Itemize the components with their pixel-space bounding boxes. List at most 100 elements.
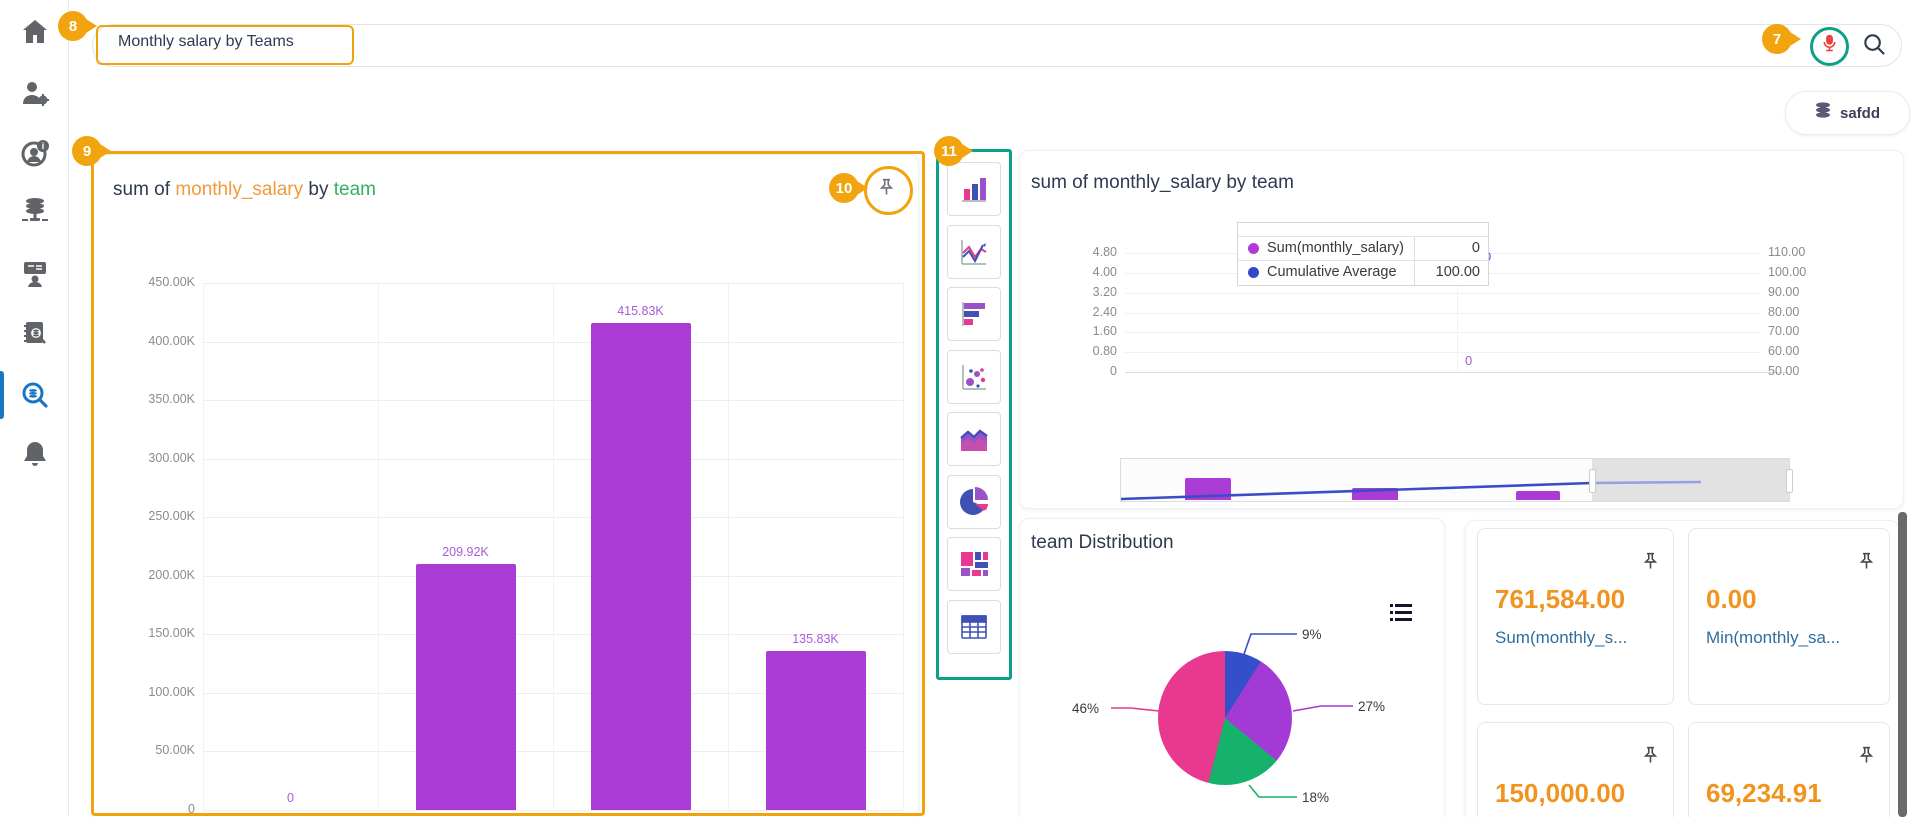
main-chart-bar-value: 135.83K <box>792 632 839 646</box>
chart-type-treemap[interactable] <box>947 537 1001 591</box>
combo-chart-right-tick: 80.00 <box>1768 304 1800 319</box>
main-chart-y-tick: 350.00K <box>148 392 195 407</box>
navigator-selection[interactable] <box>1592 459 1789 501</box>
pie-chart[interactable] <box>1158 651 1292 785</box>
main-chart-gridline <box>203 810 903 811</box>
navigator-handle-right[interactable] <box>1786 469 1793 493</box>
combo-chart-gridline <box>1125 332 1760 334</box>
annotation-ring-pin <box>864 166 913 215</box>
main-chart-y-tick: 200.00K <box>148 567 195 582</box>
search-input-value[interactable]: Monthly salary by Teams <box>118 33 294 50</box>
home-icon[interactable] <box>20 17 50 47</box>
legend-value-cumavg: 100.00 <box>1435 264 1480 280</box>
legend-dot-sum <box>1248 242 1259 254</box>
annotation-badge-11: 11 <box>934 136 973 166</box>
navigator-trend-line <box>1121 480 1702 501</box>
kpi-card-4: 69,234.91 <box>1688 722 1890 817</box>
main-chart-bar[interactable] <box>590 323 691 810</box>
main-chart-gridline-v <box>728 283 729 810</box>
main-chart-bar[interactable] <box>765 651 866 810</box>
dataset-button-label: safdd <box>1839 104 1880 122</box>
main-chart-bar-value: 0 <box>287 791 294 805</box>
combo-chart-right-tick: 50.00 <box>1768 364 1800 378</box>
combo-chart-gridline <box>1125 292 1760 294</box>
main-chart-y-tick: 100.00K <box>148 684 195 699</box>
navigator-handle-left[interactable] <box>1589 469 1596 493</box>
microphone-button[interactable] <box>1810 27 1849 66</box>
vertical-scrollbar[interactable] <box>1898 512 1907 817</box>
annotation-box-chart-selector <box>936 149 1012 680</box>
user-settings-icon[interactable] <box>20 78 50 108</box>
kpi-value: 150,000.00 <box>1495 778 1626 808</box>
sidebar-active-indicator <box>0 371 4 419</box>
main-chart-title: sum of monthly_salary by team <box>113 179 376 201</box>
main-chart-bar[interactable] <box>415 564 516 810</box>
data-explorer-icon[interactable] <box>20 380 50 410</box>
kpi-label[interactable]: Sum(monthly_s... <box>1495 628 1628 647</box>
legend-label-cumavg: Cumulative Average <box>1267 264 1397 280</box>
chart-type-pie[interactable] <box>947 475 1001 529</box>
main-chart-y-tick: 250.00K <box>148 509 195 524</box>
combo-chart-right-tick: 110.00 <box>1768 245 1806 259</box>
main-chart-gridline-v <box>378 283 379 810</box>
search-bar[interactable] <box>92 24 1902 67</box>
annotation-box-search <box>96 25 354 65</box>
combo-chart-left-tick: 3.20 <box>1092 284 1117 299</box>
legend-dot-cumavg <box>1248 266 1259 278</box>
combo-chart-left-tick: 4.00 <box>1092 264 1117 279</box>
combo-chart-right-tick: 60.00 <box>1768 344 1800 359</box>
chart-type-table[interactable] <box>947 600 1001 654</box>
main-chart-y-tick: 150.00K <box>148 626 195 641</box>
kpi-value: 69,234.91 <box>1706 778 1822 808</box>
pie-label-46: 46% <box>1072 701 1100 716</box>
title-prefix: sum of <box>113 179 176 200</box>
database-icon[interactable] <box>20 196 50 226</box>
combo-chart-left-tick: 0.80 <box>1092 344 1117 359</box>
database-icon <box>1815 102 1831 124</box>
pushpin-icon[interactable] <box>1640 551 1661 577</box>
combo-chart-right-tick: 100.00 <box>1768 264 1807 279</box>
annotation-badge-8: 8 <box>58 11 97 41</box>
title-dimension: team <box>333 179 376 200</box>
combo-chart-left-tick: 2.40 <box>1092 304 1117 319</box>
chart-type-bar[interactable] <box>947 162 1001 216</box>
pushpin-icon[interactable] <box>1640 745 1661 771</box>
chart-type-line[interactable] <box>947 225 1001 279</box>
main-chart-y-tick: 450.00K <box>148 275 195 289</box>
title-measure: monthly_salary <box>175 179 304 200</box>
chart-type-area[interactable] <box>947 412 1001 466</box>
legend-value-sum: 0 <box>1471 240 1480 256</box>
presentation-user-icon[interactable] <box>20 258 50 288</box>
main-chart-gridline-v <box>553 283 554 810</box>
chart-navigator[interactable] <box>1120 458 1793 502</box>
notifications-icon[interactable] <box>20 439 50 469</box>
list-menu-icon[interactable] <box>1388 600 1414 631</box>
main-chart-gridline-v <box>203 283 204 810</box>
combo-chart-left-tick: 4.80 <box>1092 245 1117 259</box>
pushpin-icon[interactable] <box>1856 551 1877 577</box>
kpi-label[interactable]: Min(monthly_sa... <box>1706 628 1841 647</box>
navigator-mini-bar <box>1516 491 1560 500</box>
user-info-icon[interactable]: i <box>20 139 50 169</box>
chart-type-horizontal-bar[interactable] <box>947 287 1001 341</box>
chart-type-scatter[interactable] <box>947 350 1001 404</box>
kpi-card-sum: 761,584.00 Sum(monthly_s... <box>1477 528 1674 705</box>
dataset-button[interactable]: safdd <box>1785 91 1910 135</box>
microphone-icon <box>1821 33 1838 60</box>
combo-chart-gridline-v <box>1457 253 1458 372</box>
kpi-value: 761,584.00 <box>1495 584 1626 614</box>
svg-text:i: i <box>42 141 45 151</box>
combo-chart-right-tick: 90.00 <box>1768 284 1800 299</box>
pie-card-title: team Distribution <box>1031 532 1174 553</box>
combo-chart-gridline <box>1125 312 1760 314</box>
combo-chart-left-tick: 1.60 <box>1092 324 1117 339</box>
main-chart-gridline-v <box>903 283 904 810</box>
search-icon[interactable] <box>1862 32 1887 62</box>
notebook-search-icon[interactable] <box>20 318 50 348</box>
combo-chart-gridline <box>1125 352 1760 354</box>
annotation-badge-10: 10 <box>829 173 868 203</box>
pushpin-icon[interactable] <box>1856 745 1877 771</box>
main-chart-y-tick: 0 <box>188 802 195 816</box>
pie-label-9: 9% <box>1302 627 1322 642</box>
